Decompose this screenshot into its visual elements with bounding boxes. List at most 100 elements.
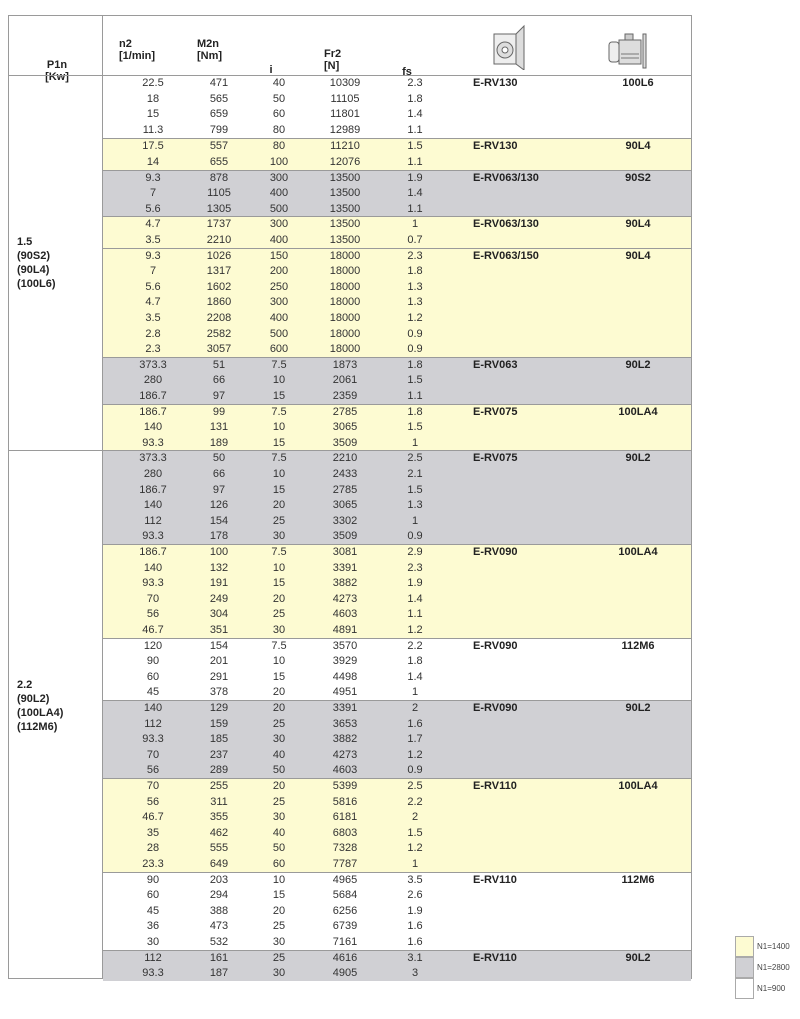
cell-fs: 1.7 [407,733,423,746]
cell-i: 40 [272,748,286,761]
header-fs: fs [402,66,412,78]
cell-m2n: 878 [209,171,229,184]
cell-fs: 1.5 [407,374,423,387]
table-row: 56 304 25 4603 1.1 [103,607,691,623]
cell-n2: 30 [146,935,160,948]
cell-m2n: 66 [212,374,226,387]
cell-m2n: 659 [209,108,229,121]
table-row: 18 565 50 11105 1.8 [103,92,691,108]
cell-m2n: 159 [209,717,229,730]
power-label-line: 2.2 [17,678,33,691]
cell-fs: 2.1 [407,467,423,480]
cell-fs: 1.4 [407,592,423,605]
cell-n2: 280 [143,467,163,480]
cell-fr2: 4616 [332,951,358,964]
cell-n2: 186.7 [139,546,167,558]
cell-i: 10 [272,655,286,668]
cell-i: 30 [272,967,286,980]
cell-m2n: 471 [209,77,229,89]
table-row: 93.3 187 30 4905 3 [103,966,691,982]
cell-m2n: 178 [209,530,229,543]
power-label-line: 1.5 [17,236,33,249]
cell-i: 150 [269,249,289,262]
table-row: 30 532 30 7161 1.6 [103,935,691,951]
cell-m2n: 51 [212,358,226,371]
motor-block: 112 161 25 4616 3.1 E-RV110 90L2 93.3 187 30 4905 3 [103,949,691,982]
cell-m2n: 201 [209,655,229,668]
motor-type: 100LA4 [618,546,658,558]
cell-i: 25 [272,795,286,808]
cell-m2n: 355 [209,811,229,824]
cell-fr2: 4273 [332,748,358,761]
cell-fr2: 3929 [332,655,358,668]
gearbox-model: E-RV063/130 [473,171,539,184]
cell-n2: 5.6 [145,280,161,293]
cell-i: 10 [272,561,286,574]
cell-fr2: 5399 [332,780,358,792]
cell-i: 7.5 [271,358,287,371]
cell-n2: 90 [146,873,160,886]
cell-n2: 93.3 [142,577,164,590]
cell-fr2: 6803 [332,826,358,839]
cell-n2: 93.3 [142,733,164,746]
cell-fs: 1.1 [407,389,423,402]
cell-i: 400 [269,311,289,324]
cell-fs: 3 [411,967,419,980]
motor-type: 112M6 [621,873,655,886]
table-row: 93.3 185 30 3882 1.7 [103,732,691,748]
cell-m2n: 473 [209,920,229,933]
motor-type: 100LA4 [618,405,658,418]
table-row: 280 66 10 2061 1.5 [103,373,691,389]
motor-block: 186.7 99 7.5 2785 1.8 E-RV075 100LA4 140 131 10 30… [103,403,691,451]
cell-i: 15 [272,389,286,402]
cell-m2n: 66 [212,467,226,480]
header-m2n: M2n [Nm] [197,38,223,62]
cell-n2: 56 [146,764,160,777]
table-row: 23.3 649 60 7787 1 [103,857,691,873]
cell-i: 15 [272,483,286,496]
cell-fr2: 12989 [329,123,361,136]
cell-i: 10 [272,374,286,387]
header-divider [9,75,691,76]
cell-m2n: 154 [209,514,229,527]
cell-m2n: 289 [209,764,229,777]
table-row: 56 289 50 4603 0.9 [103,763,691,779]
cell-n2: 7 [149,187,157,200]
cell-fr2: 4951 [332,686,358,699]
cell-fr2: 18000 [329,343,361,356]
cell-fr2: 11105 [330,92,360,105]
cell-fr2: 6256 [332,904,358,917]
cell-fs: 2 [411,702,419,714]
cell-m2n: 1305 [206,202,232,215]
cell-fr2: 12076 [329,155,361,168]
cell-n2: 9.3 [145,249,161,262]
table-row: 45 388 20 6256 1.9 [103,904,691,920]
cell-m2n: 154 [209,639,229,652]
cell-i: 15 [272,889,286,902]
table-row: 140 132 10 3391 2.3 [103,561,691,577]
cell-n2: 36 [146,920,160,933]
header-fr2: Fr2 [N] [324,48,342,72]
cell-m2n: 555 [209,842,229,855]
table-row: 7 1317 200 18000 1.8 [103,264,691,280]
cell-fs: 1.8 [407,655,423,668]
cell-fs: 1.6 [407,717,423,730]
cell-m2n: 161 [209,951,229,964]
cell-fr2: 2785 [332,483,358,496]
cell-fs: 1 [411,436,419,449]
cell-n2: 45 [146,904,160,917]
cell-m2n: 351 [209,624,229,636]
motor-block: 22.5 471 40 10309 2.3 E-RV130 100L6 18 565 50 1110… [103,76,691,139]
legend-label: N1=1400 [757,942,790,951]
cell-n2: 373.3 [139,358,167,371]
table-row: 5.6 1305 500 13500 1.1 [103,202,691,218]
motor-type: 90L4 [625,140,651,153]
cell-fs: 2.2 [407,639,423,652]
cell-fs: 1.2 [407,748,423,761]
motor-block: 120 154 7.5 3570 2.2 E-RV090 112M6 90 201 10 3929 1… [103,637,691,700]
cell-fs: 1.8 [407,358,423,371]
table-row: 60 294 15 5684 2.6 [103,888,691,904]
cell-fr2: 3509 [332,436,358,449]
cell-fs: 0.9 [407,327,423,340]
cell-m2n: 2582 [206,327,232,340]
